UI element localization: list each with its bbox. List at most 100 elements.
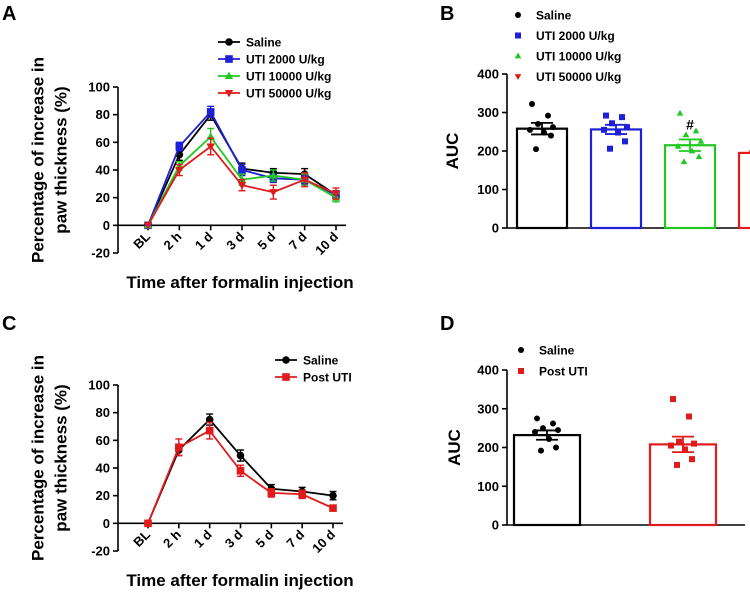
legend-marker	[514, 74, 522, 80]
data-point	[680, 158, 688, 165]
data-point	[532, 429, 538, 435]
y-tick-label: 20	[96, 190, 110, 205]
data-point	[540, 425, 546, 432]
data-point	[607, 145, 613, 152]
x-tick-label: 10 d	[309, 527, 338, 556]
y-tick-label: 0	[103, 516, 110, 531]
data-point	[676, 438, 682, 445]
data-point	[545, 112, 551, 119]
data-point	[550, 420, 556, 427]
legend-marker	[515, 32, 521, 39]
data-point	[237, 182, 247, 190]
bar	[648, 443, 718, 527]
data-point	[267, 489, 276, 497]
data-point	[300, 176, 309, 185]
legend-marker	[518, 368, 524, 374]
y-tick-label: 0	[492, 518, 499, 533]
y-tick-label: 300	[477, 401, 499, 416]
panel-label-b: B	[440, 3, 454, 25]
data-point	[682, 446, 688, 453]
x-tick-label: 1 d	[191, 527, 215, 551]
legend-marker	[282, 356, 290, 364]
y-axis-label: paw thickness (%)	[52, 86, 71, 233]
legend-marker	[515, 12, 521, 18]
y-tick-label: 40	[96, 461, 110, 476]
data-point	[534, 415, 540, 422]
data-point	[175, 142, 184, 151]
legend-label: UTI 50000 U/kg	[246, 87, 331, 101]
x-tick-label: 5 d	[255, 229, 279, 253]
data-point	[548, 132, 554, 139]
data-point	[553, 444, 559, 451]
data-point	[688, 147, 696, 154]
x-tick-label: 10 d	[312, 229, 341, 258]
data-point	[692, 127, 700, 134]
y-tick-label: 100	[88, 80, 110, 95]
y-tick-label: 20	[96, 488, 110, 503]
data-point	[205, 415, 214, 424]
data-point	[695, 153, 703, 160]
y-tick-label: 200	[477, 440, 499, 455]
data-point	[206, 143, 215, 151]
data-point	[668, 442, 674, 449]
legend-marker	[224, 89, 234, 98]
data-point	[238, 166, 246, 174]
chart-a: -20 0 20 40 60 80 100 BL 2 h 1 d 3 d 5 d 7 d 10 d Sali…	[29, 36, 354, 293]
legend-label: Saline	[536, 9, 572, 23]
data-point	[298, 490, 306, 499]
data-point	[527, 126, 533, 133]
data-point	[603, 112, 609, 119]
significance-mark: #	[686, 116, 694, 132]
data-point	[329, 504, 337, 512]
data-point	[236, 466, 245, 475]
panel-label-d: D	[440, 313, 454, 335]
y-tick-label: 200	[477, 144, 499, 159]
legend-label: Saline	[303, 354, 339, 368]
x-axis-label: Time after formalin injection	[126, 273, 353, 292]
data-point	[682, 131, 690, 138]
data-point	[205, 426, 214, 435]
data-point	[541, 129, 547, 136]
legend-label: UTI 2000 U/kg	[536, 29, 615, 43]
x-tick-label: 3 d	[222, 527, 246, 551]
x-tick-label: 5 d	[253, 527, 277, 551]
data-point	[686, 413, 692, 420]
chart-d: 0 100 200 300 400 Saline Post UTI AUC	[445, 344, 745, 533]
data-point	[538, 447, 544, 454]
data-point	[329, 491, 337, 500]
data-point	[546, 435, 552, 442]
legend-label: Post UTI	[539, 365, 588, 379]
y-tick-label: 300	[477, 105, 499, 120]
y-tick-label: 60	[96, 135, 110, 150]
y-tick-label: -20	[91, 246, 110, 261]
panel-label-a: A	[2, 3, 16, 25]
data-point	[175, 443, 183, 452]
data-point	[144, 519, 152, 528]
x-tick-label: 2 h	[160, 527, 184, 551]
y-axis-label: AUC	[443, 133, 462, 170]
data-point	[529, 101, 535, 108]
data-point	[609, 120, 615, 127]
y-tick-label: 60	[96, 433, 110, 448]
legend-label: Saline	[246, 36, 282, 50]
data-point	[601, 126, 607, 133]
data-point	[143, 222, 153, 230]
legend-label: UTI 10000 U/kg	[246, 70, 331, 84]
data-point	[697, 137, 705, 144]
chart-b: 0 100 200 300 400 Saline UTI 2000 U/kg # UTI 100…	[443, 9, 750, 236]
legend-label: Post UTI	[303, 371, 352, 385]
y-tick-label: -20	[91, 544, 110, 559]
y-tick-label: 80	[96, 107, 110, 122]
data-point	[674, 461, 680, 468]
legend-marker	[282, 373, 290, 381]
data-point	[206, 108, 215, 116]
bar	[589, 128, 643, 230]
y-tick-label: 0	[492, 221, 499, 236]
x-tick-label: BL	[130, 527, 153, 550]
data-point	[269, 171, 278, 179]
y-tick-label: 400	[477, 363, 499, 378]
x-tick-label: BL	[130, 229, 153, 252]
data-point	[555, 427, 561, 434]
y-axis-label: Percentage of increase in	[29, 355, 48, 561]
